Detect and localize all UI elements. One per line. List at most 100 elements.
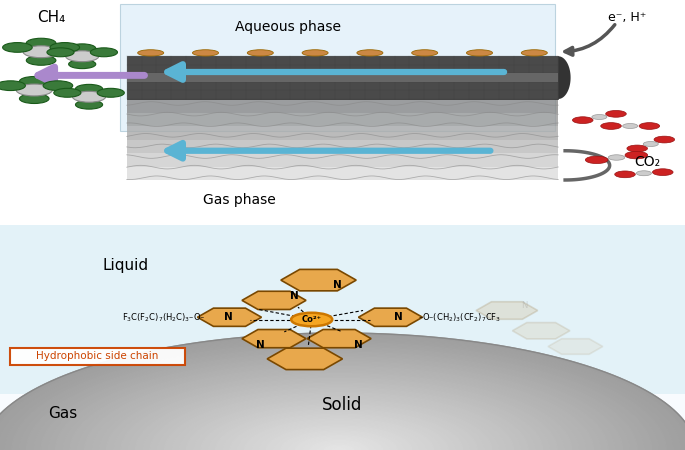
Bar <box>127 56 558 99</box>
Ellipse shape <box>521 50 547 56</box>
Polygon shape <box>358 308 423 326</box>
Ellipse shape <box>138 50 164 56</box>
Polygon shape <box>158 390 521 450</box>
Polygon shape <box>114 376 564 450</box>
Polygon shape <box>164 393 514 450</box>
Bar <box>0 394 685 450</box>
Circle shape <box>586 156 608 164</box>
Text: Gas: Gas <box>48 406 77 422</box>
Polygon shape <box>41 352 637 450</box>
Text: F$_3$C(F$_2$C)$_7$(H$_2$C)$_3$–O–: F$_3$C(F$_2$C)$_7$(H$_2$C)$_3$–O– <box>122 311 206 324</box>
Ellipse shape <box>302 50 328 56</box>
Circle shape <box>625 151 647 159</box>
Polygon shape <box>281 270 356 291</box>
Polygon shape <box>332 448 347 450</box>
Circle shape <box>608 155 625 160</box>
Text: e⁻, H⁺: e⁻, H⁺ <box>608 12 646 24</box>
Circle shape <box>643 141 658 147</box>
Polygon shape <box>259 424 419 450</box>
Polygon shape <box>0 335 685 450</box>
Polygon shape <box>128 381 550 450</box>
Circle shape <box>90 48 117 57</box>
Polygon shape <box>106 374 572 450</box>
Text: Liquid: Liquid <box>103 258 149 273</box>
Circle shape <box>573 117 593 123</box>
Circle shape <box>50 43 79 52</box>
Circle shape <box>606 111 626 117</box>
Ellipse shape <box>357 50 383 56</box>
Polygon shape <box>49 355 630 450</box>
Polygon shape <box>197 308 262 326</box>
Polygon shape <box>150 388 528 450</box>
Polygon shape <box>34 350 645 450</box>
Polygon shape <box>92 369 586 450</box>
Circle shape <box>0 81 25 90</box>
Polygon shape <box>121 378 557 450</box>
Circle shape <box>47 48 74 57</box>
Polygon shape <box>325 445 353 450</box>
Text: Co²⁺: Co²⁺ <box>301 315 322 324</box>
Polygon shape <box>63 359 615 450</box>
Text: N: N <box>394 312 403 322</box>
Circle shape <box>592 114 607 120</box>
Circle shape <box>16 84 52 96</box>
Bar <box>127 153 558 166</box>
Ellipse shape <box>247 50 273 56</box>
Polygon shape <box>237 417 441 450</box>
Circle shape <box>66 51 99 62</box>
Polygon shape <box>230 414 448 450</box>
Polygon shape <box>242 329 306 348</box>
Polygon shape <box>476 302 538 319</box>
Polygon shape <box>99 371 579 450</box>
Circle shape <box>97 88 124 97</box>
Text: Aqueous phase: Aqueous phase <box>235 20 340 34</box>
Bar <box>127 140 558 153</box>
Ellipse shape <box>192 50 219 56</box>
Circle shape <box>26 55 56 65</box>
Circle shape <box>68 60 96 68</box>
Bar <box>0 225 685 394</box>
Polygon shape <box>201 405 477 450</box>
Polygon shape <box>317 443 361 450</box>
Circle shape <box>23 46 59 58</box>
Polygon shape <box>310 441 368 450</box>
Polygon shape <box>281 431 397 450</box>
Polygon shape <box>208 407 470 450</box>
Polygon shape <box>267 348 342 369</box>
Polygon shape <box>252 421 426 450</box>
Bar <box>127 112 558 126</box>
Polygon shape <box>558 56 571 99</box>
Circle shape <box>26 38 56 48</box>
Polygon shape <box>85 366 593 450</box>
Text: Hydrophobic side chain: Hydrophobic side chain <box>36 351 158 361</box>
Bar <box>127 99 558 112</box>
Circle shape <box>54 88 81 97</box>
Polygon shape <box>186 400 492 450</box>
Polygon shape <box>288 433 390 450</box>
Polygon shape <box>303 438 375 450</box>
Circle shape <box>639 122 660 130</box>
Polygon shape <box>172 395 506 450</box>
Ellipse shape <box>466 50 493 56</box>
Bar <box>120 4 555 130</box>
Polygon shape <box>179 397 499 450</box>
Polygon shape <box>307 329 371 348</box>
Polygon shape <box>0 338 681 450</box>
Polygon shape <box>223 412 456 450</box>
FancyBboxPatch shape <box>10 347 185 365</box>
Circle shape <box>19 94 49 104</box>
Circle shape <box>601 122 621 130</box>
Polygon shape <box>0 333 685 450</box>
Polygon shape <box>136 383 543 450</box>
Text: –O–(CH$_2$)$_3$(CF$_2$)$_7$CF$_3$: –O–(CH$_2$)$_3$(CF$_2$)$_7$CF$_3$ <box>418 311 501 324</box>
Text: N: N <box>521 302 527 310</box>
Polygon shape <box>242 291 306 310</box>
Polygon shape <box>70 362 608 450</box>
Polygon shape <box>245 419 434 450</box>
Text: CO₂: CO₂ <box>634 155 660 169</box>
Polygon shape <box>19 345 659 450</box>
Circle shape <box>75 100 103 109</box>
Polygon shape <box>548 339 603 354</box>
Circle shape <box>73 91 105 102</box>
Polygon shape <box>12 342 667 450</box>
